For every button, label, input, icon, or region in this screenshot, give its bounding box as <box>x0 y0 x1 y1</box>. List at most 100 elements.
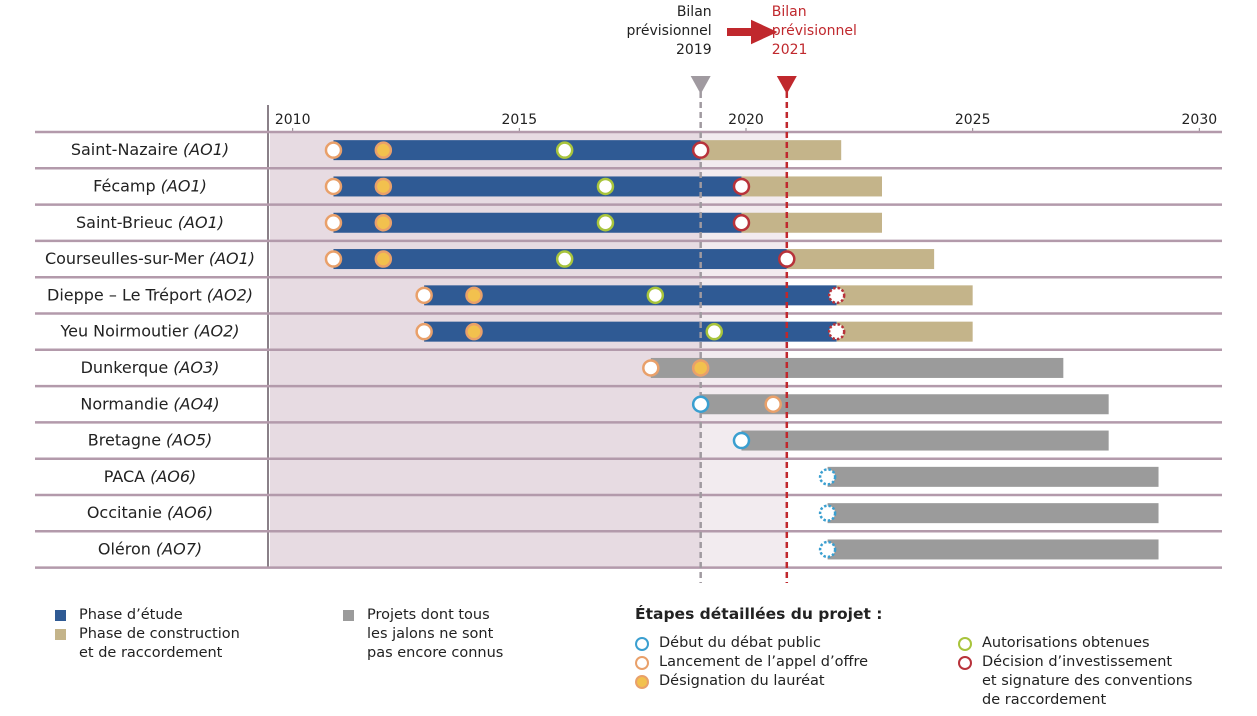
tender-tag: (AO1) <box>161 176 207 195</box>
row-label: PACA (AO6) <box>104 466 197 485</box>
tender-tag: (AO7) <box>156 539 202 558</box>
reference-label: prévisionnel <box>627 23 712 39</box>
phase-bar <box>424 285 837 306</box>
legend-item: Lancement de l’appel d’offre <box>635 653 868 672</box>
phase-bar <box>650 357 1064 378</box>
milestone <box>465 322 483 341</box>
project-name: Bretagne <box>88 430 161 449</box>
milestone <box>415 322 433 341</box>
reference-label: Bilan <box>677 4 712 20</box>
legend-item: Projets dont tous les jalons ne sont pas… <box>343 606 503 663</box>
legend-item: Début du débat public <box>635 634 868 653</box>
phase-bar <box>741 212 882 233</box>
reference-label: 2019 <box>676 42 712 58</box>
row-label: Yeu Noirmoutier (AO2) <box>59 321 239 340</box>
legend-item: Désignation du lauréat <box>635 672 868 691</box>
row-label: Occitanie (AO6) <box>87 503 213 522</box>
x-tick-label: 2015 <box>502 112 538 128</box>
reference-marker <box>776 76 797 94</box>
legend-item: Décision d’investissement et signature d… <box>958 653 1192 710</box>
steps-legend: Début du débat public Lancement de l’appe… <box>635 634 868 691</box>
milestone <box>465 286 483 305</box>
x-tick-label: 2010 <box>275 112 311 128</box>
milestone <box>374 250 393 268</box>
legend-label: Début du débat public <box>659 635 821 651</box>
milestone <box>732 431 751 450</box>
milestone <box>374 214 393 232</box>
steps-title: Étapes détaillées du projet : <box>635 605 883 623</box>
tender-tag: (AO2) <box>207 285 253 304</box>
phase-bar <box>700 140 842 161</box>
milestone <box>596 214 615 232</box>
phase-bar <box>700 394 1109 415</box>
phase-bar <box>741 176 882 197</box>
row-label: Bretagne (AO5) <box>88 430 212 449</box>
milestone <box>732 177 751 196</box>
reference-label: 2021 <box>772 42 808 58</box>
row-label: Saint-Nazaire (AO1) <box>71 140 229 159</box>
phase-bar <box>333 140 701 161</box>
unknown-legend: Projets dont tous les jalons ne sont pas… <box>343 606 503 663</box>
phase-legend: Phase d’étude Phase de construction et de… <box>55 606 240 663</box>
tender-tag: (AO1) <box>183 140 229 159</box>
legend-item: Phase de construction et de raccordement <box>55 625 240 663</box>
milestone <box>691 359 710 377</box>
project-name: Normandie <box>80 394 168 413</box>
tender-tag: (AO6) <box>150 466 196 485</box>
milestone <box>818 540 837 559</box>
project-name: Courseulles-sur-Mer <box>45 249 204 268</box>
legend-swatch <box>343 610 354 621</box>
tender-tag: (AO6) <box>167 503 213 522</box>
milestone <box>705 322 724 341</box>
legend-item: Phase d’étude <box>55 606 240 625</box>
row-label: Dunkerque (AO3) <box>81 357 220 376</box>
legend-swatch <box>55 629 66 640</box>
row-label: Dieppe – Le Tréport (AO2) <box>47 285 253 304</box>
project-name: Dunkerque <box>81 357 169 376</box>
milestone <box>827 286 846 305</box>
legend-item: Autorisations obtenues <box>958 634 1192 653</box>
legend-label: Projets dont tous les jalons ne sont pas… <box>367 607 504 661</box>
milestone <box>555 141 574 159</box>
steps-legend: Autorisations obtenues Décision d’investi… <box>958 634 1192 710</box>
legend-swatch <box>55 610 66 621</box>
phase-bar <box>333 212 742 233</box>
reference-label: prévisionnel <box>772 23 857 39</box>
legend-marker <box>635 656 649 670</box>
project-name: Saint-Brieuc <box>76 212 173 231</box>
milestone <box>778 250 796 268</box>
milestone <box>374 177 393 196</box>
x-tick-label: 2030 <box>1182 112 1218 128</box>
legend-label: Désignation du lauréat <box>659 673 825 689</box>
tender-tag: (AO2) <box>193 321 239 340</box>
legend-label: Phase de construction et de raccordement <box>79 626 240 661</box>
project-name: PACA <box>104 466 145 485</box>
milestone <box>691 141 710 159</box>
milestone <box>827 322 846 341</box>
milestone <box>642 359 660 377</box>
project-name: Occitanie <box>87 503 162 522</box>
milestone <box>732 214 751 232</box>
milestone <box>818 504 837 522</box>
legend-marker <box>635 675 649 689</box>
legend-label: Décision d’investissement et signature d… <box>982 654 1193 708</box>
tender-tag: (AO3) <box>173 357 219 376</box>
milestone <box>324 141 343 159</box>
x-tick-label: 2020 <box>728 112 764 128</box>
phase-bar <box>424 321 837 342</box>
phase-bar <box>333 176 742 197</box>
milestone <box>415 286 433 305</box>
milestone <box>818 468 837 486</box>
reference-label: Bilan <box>772 4 807 20</box>
milestone <box>324 177 343 196</box>
milestone <box>374 141 393 159</box>
milestone <box>555 250 574 268</box>
x-tick-label: 2025 <box>955 112 991 128</box>
legend-label: Autorisations obtenues <box>982 635 1150 651</box>
project-name: Oléron <box>98 539 151 558</box>
legend-marker <box>958 637 972 651</box>
legend-marker <box>635 637 649 651</box>
milestone <box>596 177 615 196</box>
